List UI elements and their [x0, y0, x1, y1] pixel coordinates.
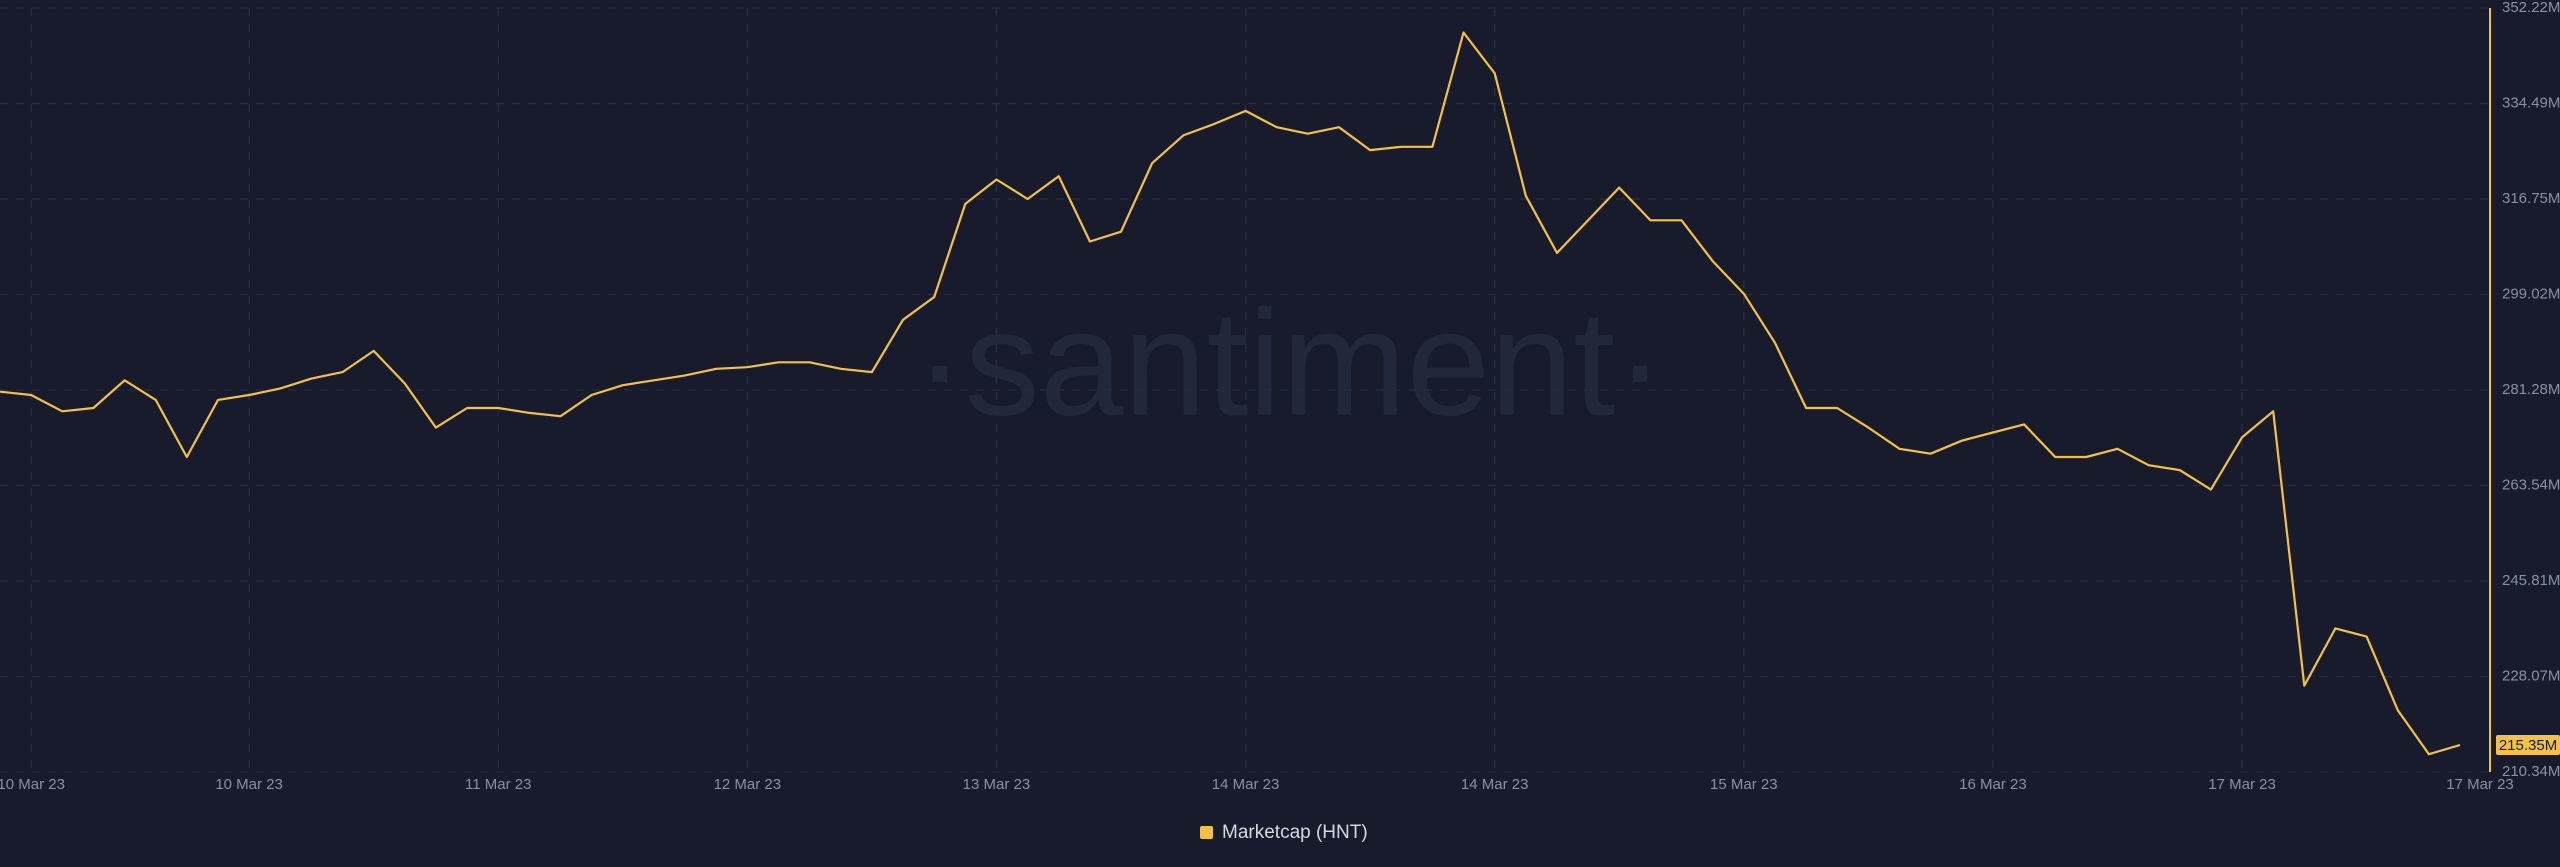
- x-tick-label: 10 Mar 23: [0, 776, 65, 793]
- legend-label: Marketcap (HNT): [1222, 822, 1368, 843]
- y-tick-label: 316.75M: [2502, 190, 2560, 207]
- x-tick-label: 15 Mar 23: [1710, 776, 1778, 793]
- x-tick-label: 10 Mar 23: [215, 776, 283, 793]
- y-tick-label: 352.22M: [2502, 0, 2560, 16]
- value-label: 215.35M: [2499, 737, 2557, 754]
- x-tick-label: 12 Mar 23: [714, 776, 782, 793]
- watermark: ·santiment·: [915, 279, 1665, 447]
- x-tick-label: 14 Mar 23: [1212, 776, 1280, 793]
- x-tick-label: 13 Mar 23: [963, 776, 1031, 793]
- value-badge: [2496, 735, 2560, 756]
- y-tick-label: 210.34M: [2502, 763, 2560, 780]
- y-tick-label: 263.54M: [2502, 476, 2560, 493]
- y-tick-label: 281.28M: [2502, 381, 2560, 398]
- legend-swatch: [1200, 826, 1213, 839]
- x-tick-label: 16 Mar 23: [1959, 776, 2027, 793]
- x-tick-label: 17 Mar 23: [2208, 776, 2276, 793]
- y-tick-label: 299.02M: [2502, 285, 2560, 302]
- y-tick-label: 334.49M: [2502, 94, 2560, 111]
- line: [0, 31, 2461, 756]
- x-tick-label: 17 Mar 23: [2446, 776, 2514, 793]
- y-tick-label: 228.07M: [2502, 667, 2560, 684]
- x-tick-label: 11 Mar 23: [465, 776, 531, 793]
- y-tick-label: 245.81M: [2502, 572, 2560, 589]
- x-tick-label: 14 Mar 23: [1461, 776, 1529, 793]
